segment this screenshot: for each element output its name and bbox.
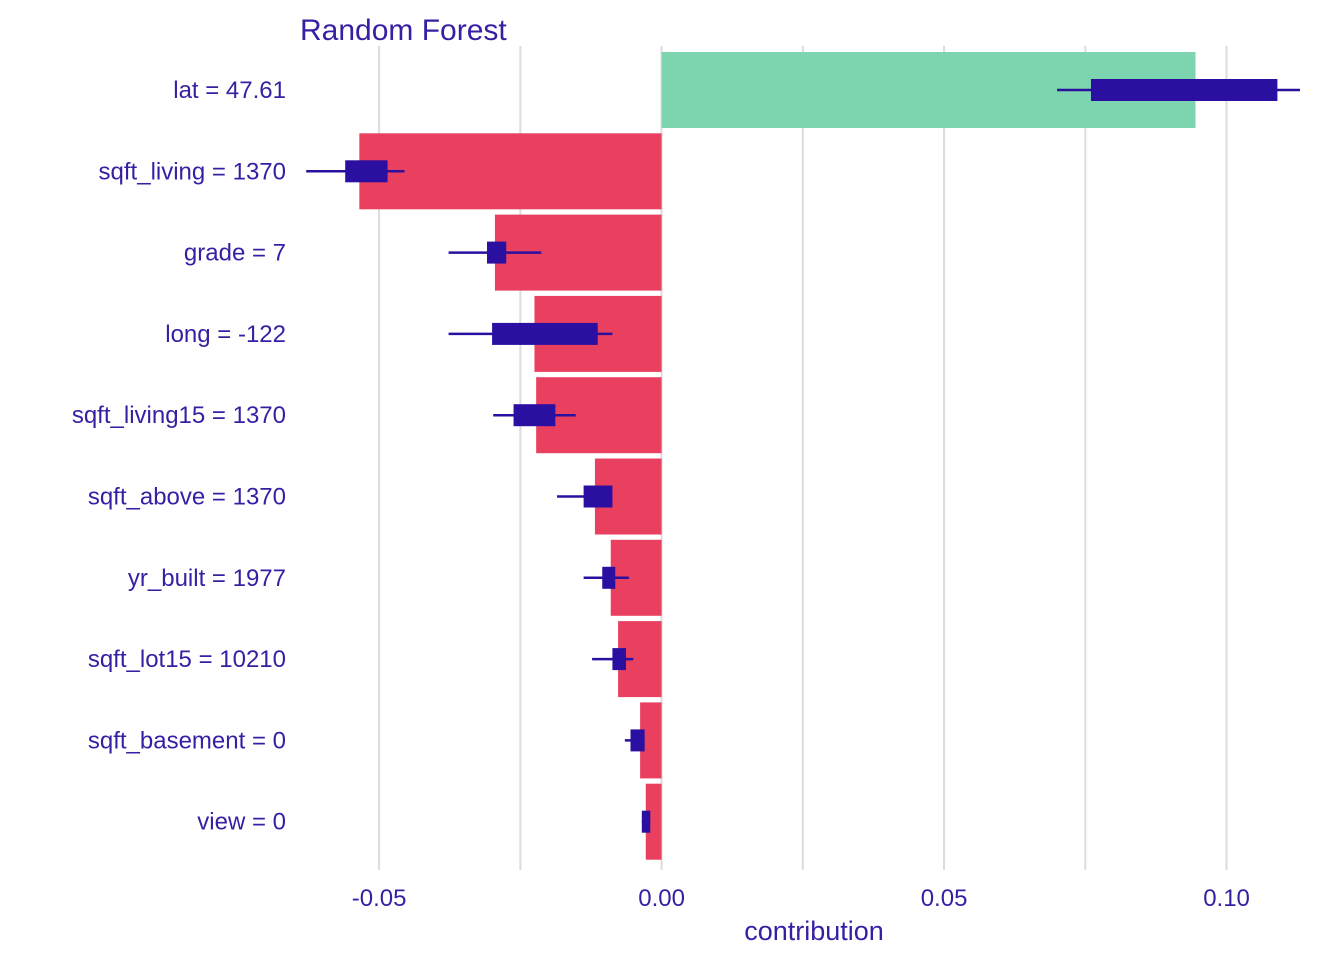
bar-layer <box>359 52 1196 860</box>
contribution-bar <box>359 133 662 210</box>
label-layer: lat = 47.61 sqft_living = 1370 grade = 7 lo… <box>72 77 286 836</box>
contribution-bar <box>640 702 662 779</box>
chart-title: Random Forest <box>300 14 507 47</box>
tick-layer: -0.05 0.00 0.05 0.10 <box>352 885 1250 912</box>
feature-label: sqft_above = 1370 <box>88 484 286 511</box>
x-tick-label: 0.10 <box>1203 885 1250 912</box>
boxplot-box <box>612 648 626 671</box>
x-axis-title: contribution <box>744 916 884 946</box>
boxplot-box <box>513 404 556 427</box>
feature-label: long = -122 <box>165 321 286 348</box>
feature-label: yr_built = 1977 <box>128 565 286 592</box>
boxplot-box <box>583 485 613 508</box>
feature-label: grade = 7 <box>184 240 286 267</box>
boxplot-box <box>1090 79 1278 101</box>
feature-label: sqft_living15 = 1370 <box>72 402 286 429</box>
boxplot-box <box>641 810 651 833</box>
x-tick-label: 0.05 <box>921 885 968 912</box>
boxplot-box <box>492 322 598 345</box>
x-tick-label: 0.00 <box>638 885 685 912</box>
boxplot-box <box>602 566 616 589</box>
feature-label: sqft_living = 1370 <box>99 158 286 185</box>
x-tick-label: -0.05 <box>352 885 407 912</box>
boxplot-box <box>630 729 645 752</box>
boxplot-box <box>345 160 388 183</box>
feature-label: sqft_lot15 = 10210 <box>88 646 286 673</box>
feature-label: view = 0 <box>197 809 286 836</box>
boxplot-layer <box>306 79 1300 833</box>
feature-label: lat = 47.61 <box>173 77 286 104</box>
feature-label: sqft_basement = 0 <box>88 727 286 754</box>
contribution-bar <box>645 783 662 860</box>
boxplot-box <box>487 241 507 264</box>
